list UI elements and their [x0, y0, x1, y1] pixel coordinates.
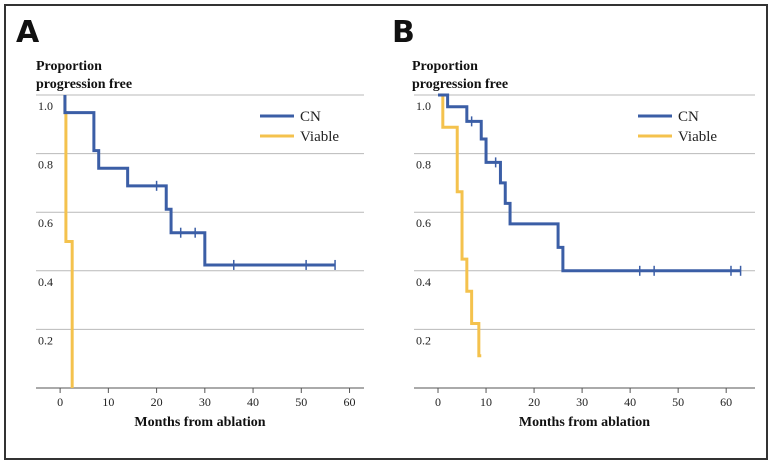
- y-axis-label-line1: Proportion: [36, 59, 102, 74]
- y-axis-label-line2: progression free: [412, 77, 508, 92]
- y-tick-label: 0.8: [38, 158, 53, 172]
- x-tick-label: 20: [151, 395, 163, 409]
- y-axis-label-line2: progression free: [36, 77, 132, 92]
- figure-frame: [4, 4, 768, 460]
- x-tick-label: 20: [528, 395, 540, 409]
- y-tick-label: 0.2: [38, 333, 53, 347]
- y-axis-label-line1: Proportion: [412, 59, 478, 74]
- x-tick-label: 30: [199, 395, 211, 409]
- x-tick-label: 50: [672, 395, 684, 409]
- series-line-viable: [438, 93, 482, 358]
- x-tick-label: 40: [247, 395, 259, 409]
- y-tick-label: 0.4: [416, 275, 431, 289]
- y-tick-label: 1.0: [416, 99, 431, 113]
- x-axis-label: Months from ablation: [519, 415, 650, 430]
- x-tick-label: 30: [576, 395, 588, 409]
- y-tick-label: 0.2: [416, 333, 431, 347]
- legend-label-viable: Viable: [300, 129, 339, 145]
- series-line-cn: [63, 95, 336, 267]
- series-line-viable: [63, 95, 74, 388]
- x-tick-label: 60: [344, 395, 356, 409]
- x-tick-label: 10: [102, 395, 114, 409]
- legend-label-viable: Viable: [678, 129, 717, 145]
- panel-letter: B: [392, 15, 415, 50]
- x-tick-label: 60: [720, 395, 732, 409]
- series-line-cn: [438, 93, 741, 273]
- panel-a: A Proportion progression free 0.2 0.4 0.6 0.8 1…: [16, 15, 364, 430]
- panel-b: B Proportion progression free 0.2 0.4 0.6 0.8 1…: [392, 15, 755, 430]
- y-tick-label: 0.8: [416, 158, 431, 172]
- legend-label-cn: CN: [678, 109, 699, 125]
- legend-label-cn: CN: [300, 109, 321, 125]
- panel-letter: A: [16, 15, 40, 50]
- y-tick-label: 0.6: [416, 216, 431, 230]
- y-tick-label: 0.4: [38, 275, 53, 289]
- x-tick-label: 0: [57, 395, 63, 409]
- y-tick-label: 1.0: [38, 99, 53, 113]
- x-axis-label: Months from ablation: [134, 415, 265, 430]
- x-tick-label: 10: [480, 395, 492, 409]
- x-tick-label: 40: [624, 395, 636, 409]
- y-tick-label: 0.6: [38, 216, 53, 230]
- x-tick-label: 50: [295, 395, 307, 409]
- x-tick-label: 0: [435, 395, 441, 409]
